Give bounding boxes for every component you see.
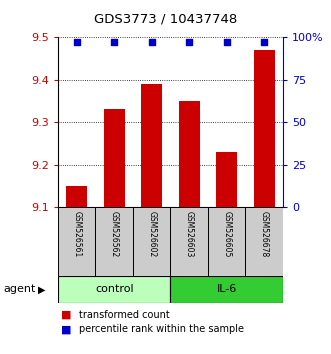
Text: agent: agent (3, 284, 36, 295)
Bar (104, 109, 124, 207)
Bar (179, 101, 200, 207)
Bar (170, 207, 208, 276)
Bar (170, 276, 283, 303)
Text: GSM526603: GSM526603 (185, 211, 194, 257)
Bar (95, 207, 133, 276)
Bar (208, 207, 246, 276)
Bar (246, 207, 283, 276)
Point (187, 39, 192, 45)
Text: GSM526562: GSM526562 (110, 211, 119, 257)
Point (74, 39, 79, 45)
Bar (254, 50, 274, 207)
Text: GSM526678: GSM526678 (260, 211, 269, 257)
Bar (66, 186, 87, 207)
Bar (58, 207, 95, 276)
Text: GSM526605: GSM526605 (222, 211, 231, 257)
Point (112, 39, 117, 45)
Text: GDS3773 / 10437748: GDS3773 / 10437748 (94, 12, 237, 25)
Bar (216, 152, 237, 207)
Bar (58, 276, 170, 303)
Text: IL-6: IL-6 (216, 284, 237, 295)
Text: control: control (95, 284, 133, 295)
Text: ■: ■ (61, 324, 72, 334)
Text: ■: ■ (61, 310, 72, 320)
Text: percentile rank within the sample: percentile rank within the sample (79, 324, 244, 334)
Text: GSM526561: GSM526561 (72, 211, 81, 257)
Bar (141, 84, 162, 207)
Text: transformed count: transformed count (79, 310, 170, 320)
Point (224, 39, 229, 45)
Point (261, 39, 267, 45)
Text: GSM526602: GSM526602 (147, 211, 156, 257)
Point (149, 39, 154, 45)
Bar (133, 207, 170, 276)
Text: ▶: ▶ (38, 284, 46, 295)
